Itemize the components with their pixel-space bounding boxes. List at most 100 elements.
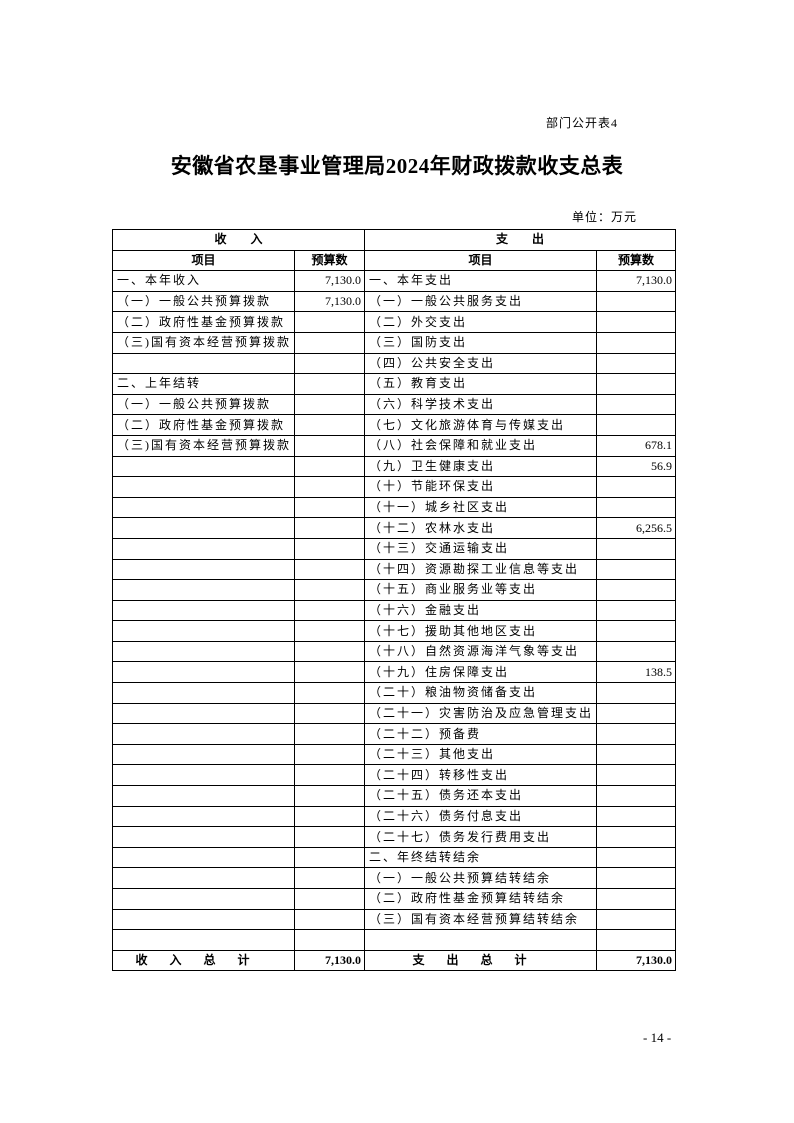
table-row: （十七）援助其他地区支出 [112,620,677,642]
income-amount [293,929,366,951]
expense-header: 支 出 [364,229,677,251]
income-item: （一）一般公共预算拨款 [112,290,295,313]
expense-item: （二十六）债务付息支出 [364,805,598,828]
income-item: 二、上年结转 [112,373,295,395]
table-row: （十一）城乡社区支出 [112,496,677,519]
expense-item-header: 项目 [364,249,598,272]
table-row: 二、上年结转 （五）教育支出 [112,373,677,395]
income-item [112,908,295,931]
income-amount [293,476,366,498]
expense-item: （十一）城乡社区支出 [364,496,598,519]
expense-item: （三）国防支出 [364,331,598,354]
income-amount [293,517,366,539]
income-item [112,537,295,560]
expense-item: （二十四）转移性支出 [364,764,598,787]
income-amount [293,867,366,889]
table-row: （二十三）其他支出 [112,743,677,766]
expense-item: 二、年终结转结余 [364,846,598,869]
expense-item: （七）文化旅游体育与传媒支出 [364,414,598,436]
table-row: （二十七）债务发行费用支出 [112,826,677,848]
expense-item: （十六）金融支出 [364,599,598,622]
income-total: 7,130.0 [293,949,366,972]
income-amount [293,805,366,828]
income-item [112,640,295,663]
table-row: 一、本年收入 7,130.0 一、本年支出 7,130.0 [112,270,677,292]
income-item: （二）政府性基金预算拨款 [112,311,295,333]
income-amount [293,826,366,848]
income-item [112,867,295,889]
income-amount [293,846,366,869]
table-row: （一）一般公共预算拨款 7,130.0 （一）一般公共服务支出 [112,290,677,313]
expense-item: （四）公共安全支出 [364,352,598,375]
page-number: - 14 - [643,1030,672,1045]
income-amount [293,620,366,642]
table-row: （十八）自然资源海洋气象等支出 [112,640,677,663]
income-item: （三)国有资本经营预算拨款 [112,434,295,457]
expense-amount: 6,256.5 [596,517,677,539]
expense-item: （九）卫生健康支出 [364,455,598,478]
expense-amount [596,846,677,869]
expense-amount: 678.1 [596,434,677,457]
table-row: （一）一般公共预算结转结余 [112,867,677,889]
table-row: （九）卫生健康支出 56.9 [112,455,677,478]
income-amount-header: 预算数 [293,249,366,272]
income-amount [293,640,366,663]
table-row: （十九）住房保障支出 138.5 [112,661,677,684]
table-row: （二十二）预备费 [112,723,677,745]
income-item [112,352,295,375]
expense-amount [596,476,677,498]
expense-amount [596,496,677,519]
expense-item: （一）一般公共服务支出 [364,290,598,313]
income-item: （一）一般公共预算拨款 [112,393,295,416]
income-item [112,682,295,704]
income-amount [293,414,366,436]
column-header-row: 项目 预算数 项目 预算数 [112,249,677,272]
income-item [112,743,295,766]
expense-item: （八）社会保障和就业支出 [364,434,598,457]
table-row: （二十四）转移性支出 [112,764,677,787]
income-amount [293,434,366,457]
expense-amount [596,558,677,581]
table-row: （十四）资源勘探工业信息等支出 [112,558,677,581]
expense-item: （十三）交通运输支出 [364,537,598,560]
expense-item: （一）一般公共预算结转结余 [364,867,598,889]
table-row: （十三）交通运输支出 [112,537,677,560]
income-amount [293,558,366,581]
income-amount [293,393,366,416]
expense-item: （二十七）债务发行费用支出 [364,826,598,848]
expense-amount [596,785,677,807]
income-item [112,476,295,498]
table-tag: 部门公开表4 [546,116,619,130]
table-row: （十五）商业服务业等支出 [112,579,677,601]
expense-total-label: 支出总计 [364,949,598,972]
income-item [112,723,295,745]
expense-amount: 56.9 [596,455,677,478]
expense-item [364,929,598,951]
budget-table: 收 入 支 出 项目 预算数 项目 预算数 一、本年收入 7,130.0 一、本年支… [111,229,677,972]
income-amount: 7,130.0 [293,270,366,292]
income-amount [293,661,366,684]
expense-amount-header: 预算数 [596,249,677,272]
income-amount: 7,130.0 [293,290,366,313]
income-amount [293,702,366,725]
income-item [112,888,295,910]
expense-amount [596,311,677,333]
expense-amount [596,743,677,766]
expense-item: （二十五）债务还本支出 [364,785,598,807]
expense-amount [596,764,677,787]
expense-amount [596,620,677,642]
expense-amount: 138.5 [596,661,677,684]
expense-amount [596,352,677,375]
expense-item: （十）节能环保支出 [364,476,598,498]
income-item [112,764,295,787]
table-row: （十二）农林水支出 6,256.5 [112,517,677,539]
income-amount [293,785,366,807]
expense-amount [596,826,677,848]
expense-item: （二十）粮油物资储备支出 [364,682,598,704]
table-row: （二十）粮油物资储备支出 [112,682,677,704]
unit-label: 单位：万元 [572,210,638,224]
expense-amount [596,579,677,601]
income-item [112,929,295,951]
expense-amount [596,929,677,951]
expense-item: （五）教育支出 [364,373,598,395]
